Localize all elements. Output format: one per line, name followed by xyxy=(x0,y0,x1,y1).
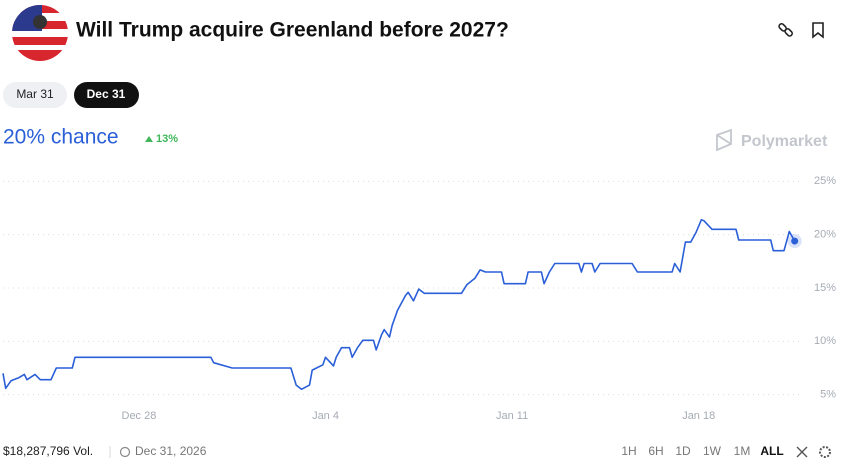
price-line xyxy=(2,218,796,391)
volume: $18,287,796 Vol. xyxy=(3,444,93,458)
time-range-button[interactable]: 1W xyxy=(703,444,722,458)
x-tick-label: Dec 28 xyxy=(122,410,157,422)
change: 13% xyxy=(156,133,178,145)
outcome-tab[interactable]: Mar 31 xyxy=(3,82,67,108)
x-tick-label: Jan 11 xyxy=(496,410,528,422)
tab-label: Dec 31 xyxy=(87,87,126,101)
time-range-button[interactable]: 1M xyxy=(734,444,751,458)
y-tick-label: 10% xyxy=(814,335,836,347)
settings-button[interactable] xyxy=(819,446,831,458)
y-tick-label: 20% xyxy=(814,229,836,241)
brand: Polymarket xyxy=(741,133,828,150)
current-point xyxy=(791,237,799,245)
tab-label: Mar 31 xyxy=(16,87,54,101)
y-tick-label: 25% xyxy=(814,175,836,187)
time-range-button[interactable]: 1H xyxy=(621,444,636,458)
price-chart: 5% 10% 15% 20% 25% Dec 28 Jan 4 Jan 11 Jan 18 xyxy=(2,175,836,422)
x-tick-label: Jan 18 xyxy=(682,410,715,422)
market-title: Will Trump acquire Greenland before 2027… xyxy=(76,19,509,42)
time-range-button[interactable]: ALL xyxy=(760,444,783,458)
up-arrow xyxy=(145,136,153,142)
x-tick-label: Jan 4 xyxy=(312,410,339,422)
y-tick-label: 15% xyxy=(814,282,836,294)
market-icon xyxy=(12,5,68,61)
chance: 20% chance xyxy=(3,126,119,149)
brand-logo xyxy=(716,128,732,152)
copy-link-button[interactable] xyxy=(778,22,794,37)
time-range-button[interactable]: 1D xyxy=(675,444,691,458)
clock-icon xyxy=(119,446,131,458)
end-date: Dec 31, 2026 xyxy=(135,444,207,458)
y-tick-label: 5% xyxy=(820,389,836,401)
outcome-tab-active[interactable]: Dec 31 xyxy=(74,82,139,108)
time-range-button[interactable]: 6H xyxy=(648,444,663,458)
compare-button[interactable] xyxy=(796,446,808,458)
bookmark-button[interactable] xyxy=(812,22,824,39)
